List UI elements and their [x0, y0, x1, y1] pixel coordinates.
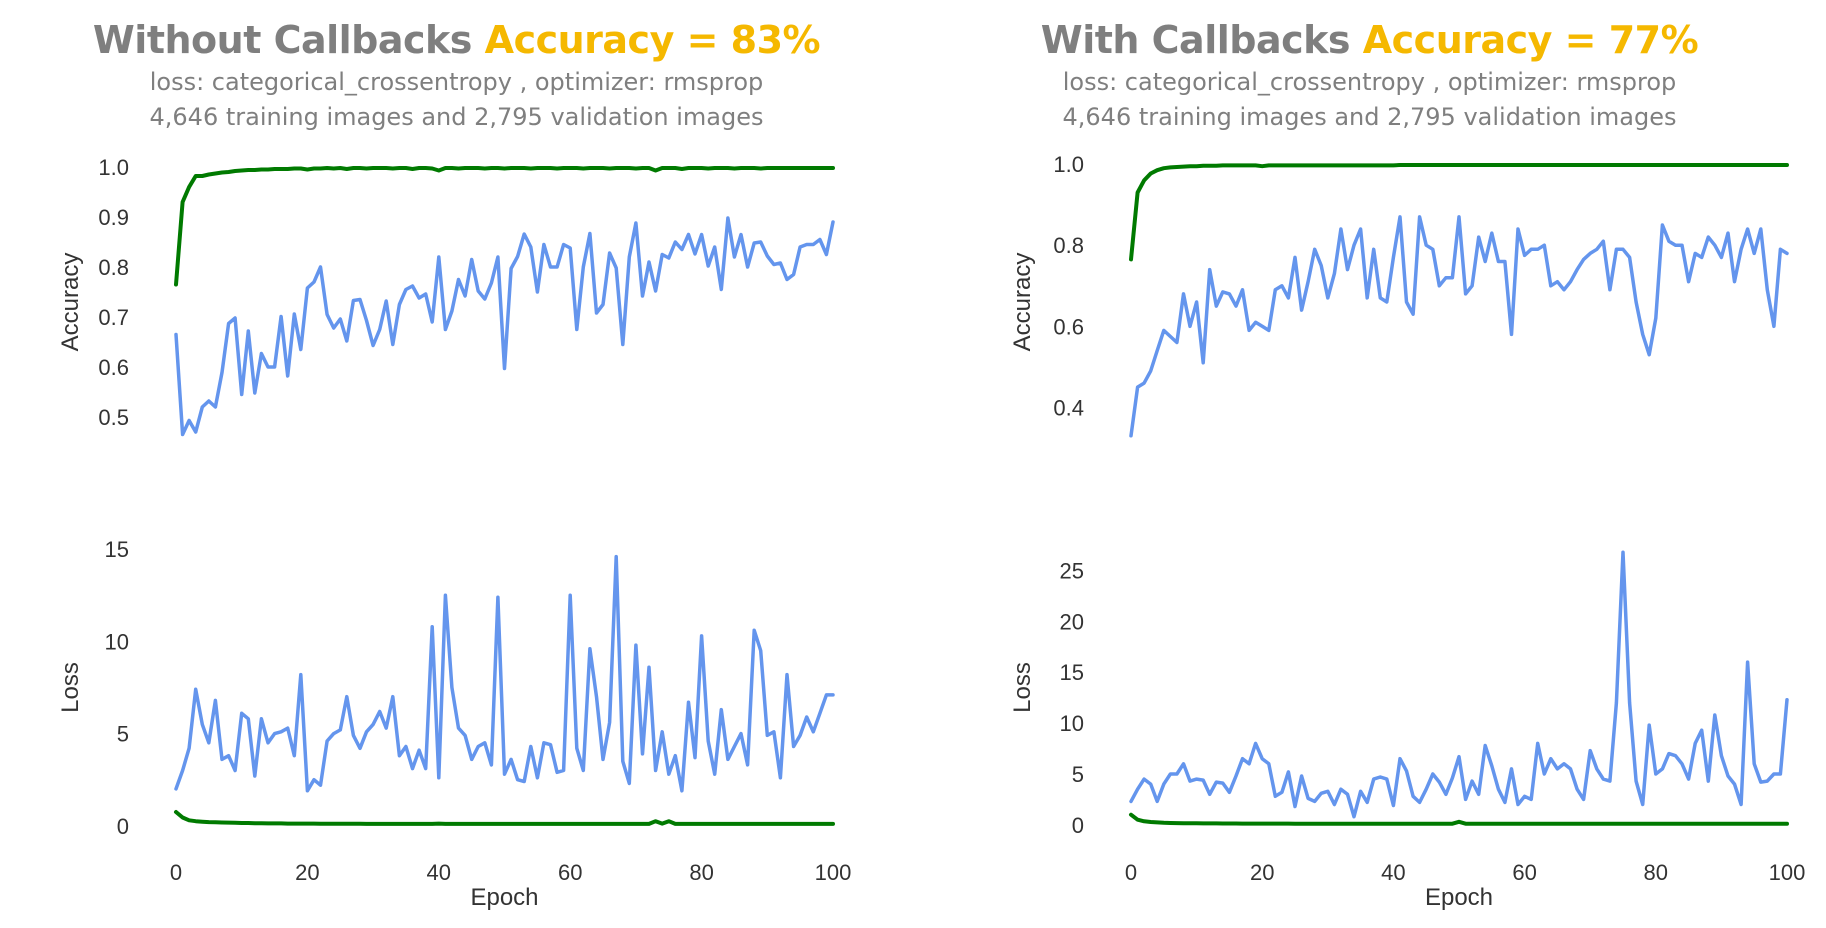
y-tick-label: 0.8 — [1053, 233, 1084, 258]
x-tick-label: 40 — [1381, 860, 1405, 885]
subplot-loss: 0 5 10 15 20 25 0 20 40 60 80 100 Loss Epoch — [1009, 550, 1806, 911]
y-axis-label: Accuracy — [1009, 253, 1036, 352]
y-tick-label: 0.8 — [98, 255, 129, 280]
y-axis-label: Loss — [57, 662, 84, 713]
y-tick-label: 0.4 — [1053, 395, 1084, 420]
x-tick-label: 80 — [689, 860, 713, 885]
y-tick-label: 0 — [117, 814, 129, 839]
y-tick-label: 5 — [117, 722, 129, 747]
y-tick-label: 1.0 — [98, 155, 129, 180]
y-tick-label: 0.6 — [98, 355, 129, 380]
y-axis-label: Accuracy — [57, 253, 84, 352]
subtitle-image-counts: 4,646 training images and 2,795 validati… — [149, 103, 764, 131]
subplot-loss: 0 5 10 15 0 20 40 60 80 100 Loss Epoch — [57, 537, 851, 911]
x-tick-label: 20 — [295, 860, 319, 885]
y-tick-label: 10 — [105, 629, 129, 654]
title-accuracy: Accuracy = 77% — [1362, 18, 1699, 62]
panel-with-callbacks: With Callbacks Accuracy = 77% loss: cate… — [913, 0, 1826, 928]
train-series-line — [1129, 163, 1789, 262]
title-main: Without Callbacks — [92, 18, 485, 62]
validation-series-line — [174, 554, 835, 793]
subtitle-image-counts: 4,646 training images and 2,795 validati… — [1062, 103, 1677, 131]
train-series-line — [174, 810, 835, 826]
y-tick-label: 10 — [1060, 711, 1084, 736]
title-main: With Callbacks — [1040, 18, 1363, 62]
y-tick-label: 0.7 — [98, 305, 129, 330]
x-tick-label: 100 — [815, 860, 852, 885]
train-series-line — [1129, 812, 1789, 826]
x-tick-label: 20 — [1250, 860, 1274, 885]
train-series-line — [174, 166, 835, 287]
subplot-accuracy: 0.4 0.6 0.8 1.0 Accuracy — [1009, 152, 1789, 438]
y-tick-label: 5 — [1072, 762, 1084, 787]
y-tick-label: 25 — [1060, 559, 1084, 584]
y-axis-label: Loss — [1009, 662, 1036, 713]
y-tick-label: 15 — [1060, 660, 1084, 685]
subplot-accuracy: 0.5 0.6 0.7 0.8 0.9 1.0 Accuracy — [57, 155, 835, 437]
x-tick-label: 40 — [427, 860, 451, 885]
subtitle-loss-optimizer: loss: categorical_crossentropy , optimiz… — [1062, 68, 1677, 96]
x-tick-label: 80 — [1644, 860, 1668, 885]
y-tick-label: 20 — [1060, 609, 1084, 634]
y-tick-label: 0 — [1072, 813, 1084, 838]
x-tick-label: 60 — [558, 860, 582, 885]
x-tick-label: 100 — [1769, 860, 1806, 885]
y-tick-label: 1.0 — [1053, 152, 1084, 177]
x-tick-label: 60 — [1512, 860, 1536, 885]
panel-title: With Callbacks Accuracy = 77% — [913, 18, 1826, 62]
x-tick-label: 0 — [1125, 860, 1137, 885]
validation-series-line — [1129, 550, 1789, 819]
panel-without-callbacks: Without Callbacks Accuracy = 83% loss: c… — [0, 18, 913, 131]
x-axis-label: Epoch — [470, 884, 538, 911]
y-tick-label: 0.9 — [98, 205, 129, 230]
y-tick-label: 0.6 — [1053, 314, 1084, 339]
panel-title: Without Callbacks Accuracy = 83% — [0, 18, 913, 62]
validation-series-line — [1129, 215, 1789, 438]
validation-series-line — [174, 216, 835, 437]
title-accuracy: Accuracy = 83% — [484, 18, 821, 62]
y-tick-label: 15 — [105, 537, 129, 562]
subtitle-loss-optimizer: loss: categorical_crossentropy , optimiz… — [149, 68, 764, 96]
x-tick-label: 0 — [170, 860, 182, 885]
x-axis-label: Epoch — [1425, 884, 1493, 911]
y-tick-label: 0.5 — [98, 405, 129, 430]
